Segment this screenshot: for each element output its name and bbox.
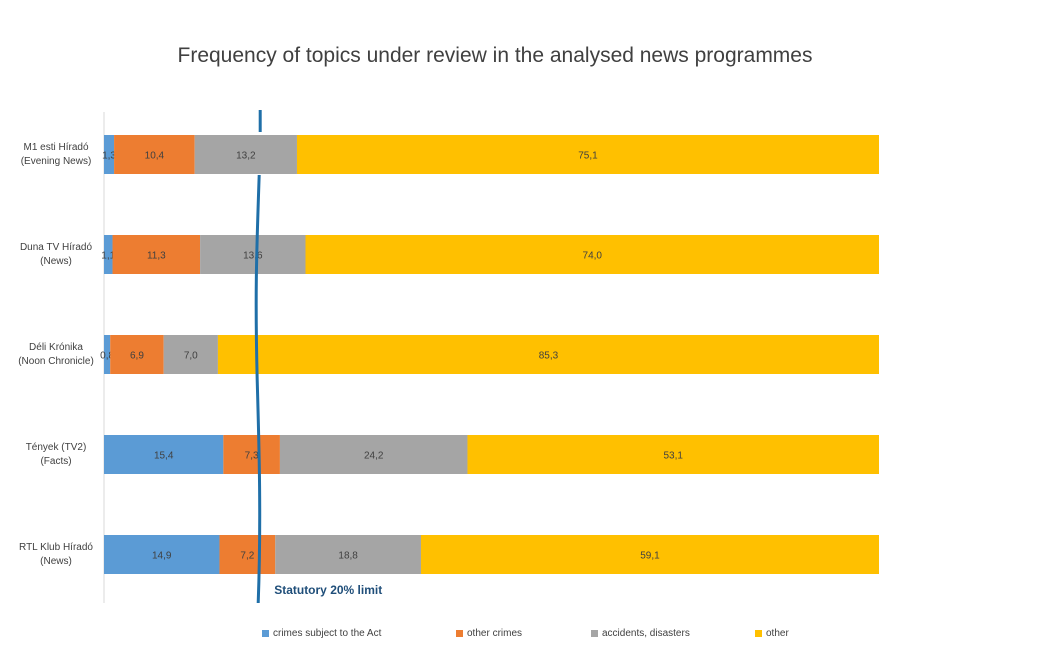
bar-value-label: 74,0 <box>583 251 603 262</box>
bar-segment <box>219 535 276 574</box>
bar-value-label: 15,4 <box>154 451 174 462</box>
legend-swatch <box>755 630 762 637</box>
legend-label: other <box>766 628 789 639</box>
category-label: RTL Klub Híradó (News) <box>19 542 93 567</box>
chart-title: Frequency of topics under review in the … <box>177 44 813 67</box>
bar-segment <box>467 435 879 474</box>
bar-value-label: 24,2 <box>364 451 384 462</box>
bar-value-label: 14,9 <box>152 551 172 562</box>
legend-item: other crimes <box>456 628 522 639</box>
chart-legend: crimes subject to the Act other crimes acc… <box>0 628 1064 642</box>
bar-segment <box>104 135 115 174</box>
bar-value-label: 59,1 <box>640 551 660 562</box>
bar-value-label: 11,3 <box>147 251 166 262</box>
bar-segment <box>275 535 421 574</box>
bar-segment <box>104 435 224 474</box>
legend-label: crimes subject to the Act <box>273 628 382 639</box>
bar-value-label: 85,3 <box>539 351 559 362</box>
category-label: Déli Krónika (Noon Chronicle) <box>18 342 94 367</box>
legend-item: crimes subject to the Act <box>262 628 381 639</box>
legend-label: accidents, disasters <box>602 628 690 639</box>
chart-plot: M1 esti Híradó (Evening News) 1,3 10,4 13,2 7… <box>18 110 880 604</box>
legend-swatch <box>262 630 269 637</box>
bar-value-label: 1,3 <box>102 151 116 162</box>
bar-value-label: 1,1 <box>101 251 115 262</box>
statutory-limit-line <box>254 110 262 604</box>
bar-segment <box>200 235 306 274</box>
bar-segment <box>114 135 195 174</box>
category-label: Duna TV Híradó (News) <box>20 242 93 267</box>
bar-value-label: 6,9 <box>130 351 144 362</box>
legend-item: other <box>755 628 789 639</box>
bar-segment <box>296 135 880 174</box>
bar-value-label: 13,6 <box>243 251 263 262</box>
bar-segment <box>104 335 111 374</box>
legend-label: other crimes <box>467 628 523 639</box>
bar-segment <box>217 335 880 374</box>
bar-value-label: 18,8 <box>338 551 358 562</box>
bar-value-label: 75,1 <box>578 151 598 162</box>
bar-segment <box>420 535 879 574</box>
legend-item: accidents, disasters <box>591 628 690 639</box>
bar-segment <box>305 235 879 274</box>
category-label: Tények (TV2) (Facts) <box>26 442 87 467</box>
bar-segment <box>223 435 280 474</box>
category-label: M1 esti Híradó (Evening News) <box>21 142 92 167</box>
bar-segment <box>163 335 218 374</box>
legend-swatch <box>591 630 598 637</box>
bar-segment <box>112 235 201 274</box>
statutory-limit-label: Statutory 20% limit <box>274 583 382 597</box>
bar-value-label: 0,8 <box>100 351 114 362</box>
legend-swatch <box>456 630 463 637</box>
bar-value-label: 13,2 <box>236 151 256 162</box>
bar-value-label: 10,4 <box>145 151 165 162</box>
bar-segment <box>110 335 164 374</box>
bar-value-label: 53,1 <box>664 451 684 462</box>
bar-value-label: 7,3 <box>245 451 259 462</box>
bar-value-label: 7,0 <box>184 351 198 362</box>
bar-segment <box>194 135 297 174</box>
bar-value-label: 7,2 <box>240 551 254 562</box>
bar-segment <box>104 235 113 274</box>
bar-segment <box>104 535 220 574</box>
bar-segment <box>279 435 468 474</box>
